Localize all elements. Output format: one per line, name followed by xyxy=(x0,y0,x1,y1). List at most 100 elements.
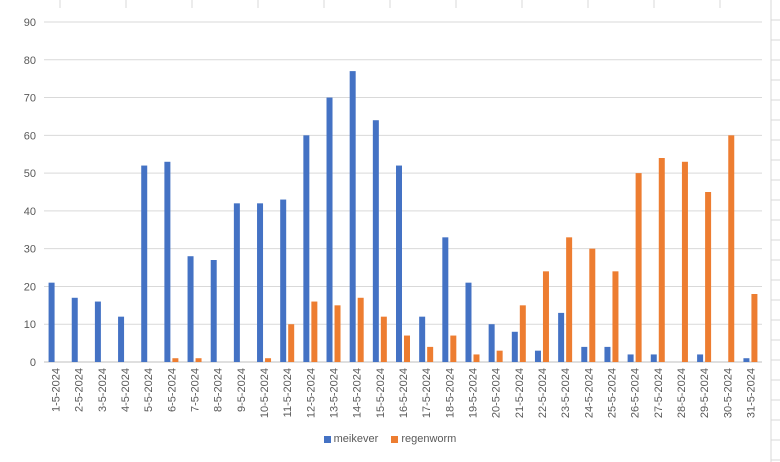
bar-meikever[interactable] xyxy=(118,316,125,362)
x-tick-label: 19-5-2024 xyxy=(467,368,479,418)
x-tick-label: 18-5-2024 xyxy=(444,368,456,418)
bar-meikever[interactable] xyxy=(558,312,565,362)
bar-meikever[interactable] xyxy=(94,301,101,362)
bar-regenworm[interactable] xyxy=(542,271,549,362)
bar-meikever[interactable] xyxy=(581,346,588,362)
bar-meikever[interactable] xyxy=(419,316,426,362)
bar-regenworm[interactable] xyxy=(728,135,735,362)
x-tick-label: 4-5-2024 xyxy=(120,368,132,412)
y-tick-label: 50 xyxy=(24,168,36,180)
x-tick-label: 11-5-2024 xyxy=(282,368,294,417)
legend-label: meikever xyxy=(333,433,379,445)
x-tick-label: 12-5-2024 xyxy=(305,368,317,418)
bar-meikever[interactable] xyxy=(280,199,287,362)
bar-regenworm[interactable] xyxy=(496,350,503,362)
bar-meikever[interactable] xyxy=(372,120,379,362)
bar-meikever[interactable] xyxy=(326,97,333,363)
y-tick-label: 70 xyxy=(24,93,36,105)
bar-meikever[interactable] xyxy=(71,297,78,362)
bar-regenworm[interactable] xyxy=(635,173,642,362)
y-tick-label: 90 xyxy=(24,17,36,29)
bar-regenworm[interactable] xyxy=(195,358,202,362)
y-tick-label: 10 xyxy=(24,319,36,331)
y-tick-label: 20 xyxy=(24,281,36,293)
y-tick-label: 0 xyxy=(30,357,36,369)
bar-regenworm[interactable] xyxy=(334,305,341,362)
x-tick-label: 8-5-2024 xyxy=(213,368,225,412)
x-tick-label: 27-5-2024 xyxy=(653,368,665,418)
x-tick-label: 9-5-2024 xyxy=(236,368,248,412)
x-tick-label: 3-5-2024 xyxy=(97,368,109,412)
bar-meikever[interactable] xyxy=(650,354,657,362)
bar-regenworm[interactable] xyxy=(288,324,295,362)
x-tick-label: 5-5-2024 xyxy=(143,368,155,412)
x-tick-label: 30-5-2024 xyxy=(722,368,734,418)
bar-regenworm[interactable] xyxy=(751,294,758,362)
y-tick-label: 60 xyxy=(24,130,36,142)
x-tick-label: 22-5-2024 xyxy=(537,368,549,418)
bar-meikever[interactable] xyxy=(743,358,750,362)
x-tick-label: 13-5-2024 xyxy=(329,368,341,418)
legend-item-meikever[interactable]: meikever xyxy=(323,433,379,445)
bar-regenworm[interactable] xyxy=(566,237,573,362)
bar-regenworm[interactable] xyxy=(681,161,688,362)
y-tick-label: 80 xyxy=(24,55,36,67)
bar-regenworm[interactable] xyxy=(612,271,619,362)
bar-meikever[interactable] xyxy=(349,71,356,362)
bar-meikever[interactable] xyxy=(210,260,217,362)
bar-meikever[interactable] xyxy=(141,165,148,362)
bar-regenworm[interactable] xyxy=(427,346,434,362)
y-tick-label: 30 xyxy=(24,244,36,256)
x-tick-label: 25-5-2024 xyxy=(606,368,618,418)
x-tick-label: 1-5-2024 xyxy=(51,368,63,412)
x-tick-label: 7-5-2024 xyxy=(190,368,202,412)
x-tick-label: 31-5-2024 xyxy=(745,368,757,418)
x-tick-label: 26-5-2024 xyxy=(630,368,642,418)
legend-item-regenworm[interactable]: regenworm xyxy=(391,433,456,445)
x-tick-label: 17-5-2024 xyxy=(421,368,433,418)
bar-meikever[interactable] xyxy=(604,346,611,362)
x-tick-label: 29-5-2024 xyxy=(699,368,711,418)
bar-regenworm[interactable] xyxy=(311,301,318,362)
bar-meikever[interactable] xyxy=(442,237,449,362)
x-tick-label: 23-5-2024 xyxy=(560,368,572,418)
bar-meikever[interactable] xyxy=(257,203,264,362)
bar-regenworm[interactable] xyxy=(589,248,596,362)
legend-swatch-regenworm xyxy=(391,435,399,443)
x-tick-label: 14-5-2024 xyxy=(352,368,364,418)
bar-meikever[interactable] xyxy=(488,324,495,362)
bar-meikever[interactable] xyxy=(187,256,194,362)
bar-meikever[interactable] xyxy=(48,282,55,362)
x-tick-label: 28-5-2024 xyxy=(676,368,688,418)
bar-regenworm[interactable] xyxy=(705,192,712,362)
bar-regenworm[interactable] xyxy=(380,316,387,362)
bar-regenworm[interactable] xyxy=(450,335,457,362)
bar-regenworm[interactable] xyxy=(473,354,480,362)
bar-regenworm[interactable] xyxy=(658,158,665,362)
bar-meikever[interactable] xyxy=(697,354,704,362)
bar-meikever[interactable] xyxy=(396,165,402,362)
bar-regenworm[interactable] xyxy=(404,335,410,362)
x-tick-label: 6-5-2024 xyxy=(166,368,178,412)
bar-regenworm[interactable] xyxy=(519,305,526,362)
legend-swatch-meikever xyxy=(323,435,331,443)
legend-label: regenworm xyxy=(401,433,457,445)
bar-meikever[interactable] xyxy=(303,135,310,362)
bar-meikever[interactable] xyxy=(534,350,541,362)
x-tick-label: 16-5-2024 xyxy=(398,368,410,418)
bar-regenworm[interactable] xyxy=(357,297,364,362)
y-tick-label: 40 xyxy=(24,206,36,218)
bar-meikever[interactable] xyxy=(627,354,634,362)
x-tick-label: 20-5-2024 xyxy=(491,368,503,418)
bar-meikever[interactable] xyxy=(164,161,171,362)
bar-meikever[interactable] xyxy=(465,282,472,362)
x-tick-label: 2-5-2024 xyxy=(74,368,86,412)
bar-meikever[interactable] xyxy=(233,203,240,362)
bar-regenworm[interactable] xyxy=(265,358,272,362)
bar-regenworm[interactable] xyxy=(172,358,179,362)
bar-meikever[interactable] xyxy=(511,331,518,362)
x-tick-label: 24-5-2024 xyxy=(583,368,595,418)
x-tick-label: 10-5-2024 xyxy=(259,368,271,418)
